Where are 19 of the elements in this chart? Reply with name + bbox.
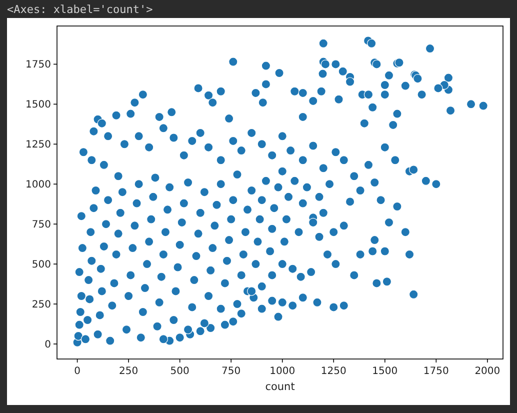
text: <Axes: xlabel='count'>	[7, 3, 154, 16]
y-tick-label: 1750	[26, 60, 51, 71]
y-tick-label: 1000	[26, 180, 51, 191]
x-tick-label: 2000	[474, 366, 500, 377]
x-axis-title: count	[265, 381, 295, 393]
y-tick-label: 0	[44, 339, 51, 350]
x-tick-label: 1000	[270, 366, 296, 377]
x-tick-label: 1250	[320, 366, 346, 377]
x-tick-label: 1750	[423, 366, 449, 377]
y-tick-label: 500	[32, 260, 51, 271]
x-tick-label: 250	[119, 366, 138, 377]
x-tick-label: 750	[222, 366, 241, 377]
x-tick-label: 500	[170, 366, 190, 377]
y-tick-label: 250	[32, 300, 51, 311]
x-tick-label: 1500	[372, 366, 398, 377]
y-tick-label: 1250	[26, 140, 51, 151]
y-tick-label: 750	[32, 220, 51, 231]
x-tick-label: 0	[74, 366, 80, 377]
y-tick-label: 1500	[26, 100, 51, 111]
